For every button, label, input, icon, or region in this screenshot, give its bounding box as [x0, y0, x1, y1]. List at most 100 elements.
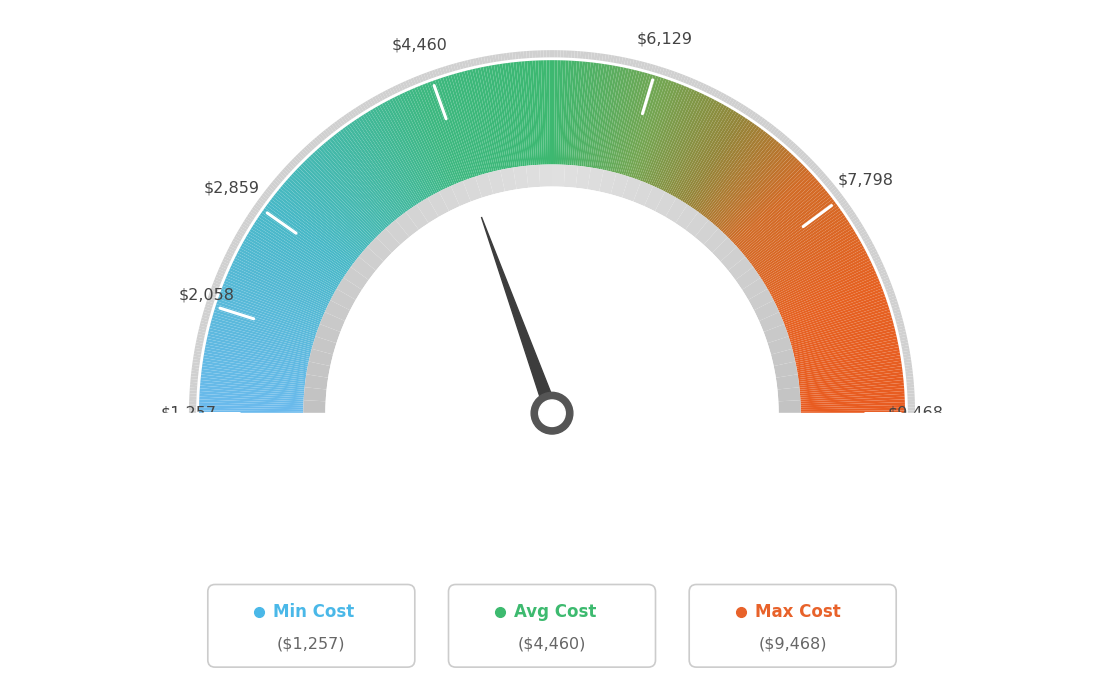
Wedge shape	[861, 233, 869, 239]
Wedge shape	[562, 61, 569, 165]
Wedge shape	[552, 50, 555, 57]
Wedge shape	[200, 391, 304, 400]
Wedge shape	[598, 66, 620, 169]
Wedge shape	[414, 87, 457, 184]
Wedge shape	[848, 212, 856, 218]
Wedge shape	[638, 61, 643, 68]
Wedge shape	[302, 161, 378, 237]
Wedge shape	[235, 255, 329, 304]
Wedge shape	[278, 188, 360, 256]
Wedge shape	[194, 351, 201, 355]
Wedge shape	[199, 405, 304, 409]
Wedge shape	[350, 110, 357, 117]
Wedge shape	[753, 206, 839, 268]
Wedge shape	[340, 129, 404, 215]
Wedge shape	[489, 66, 509, 168]
Wedge shape	[543, 60, 548, 164]
Wedge shape	[728, 164, 804, 239]
Wedge shape	[709, 139, 777, 221]
Wedge shape	[358, 105, 363, 112]
Wedge shape	[731, 99, 736, 107]
Wedge shape	[200, 380, 305, 392]
Wedge shape	[295, 170, 372, 243]
Wedge shape	[647, 87, 690, 184]
Wedge shape	[456, 72, 487, 174]
Wedge shape	[741, 105, 746, 112]
Wedge shape	[591, 52, 595, 60]
Wedge shape	[368, 99, 373, 107]
Wedge shape	[352, 108, 359, 116]
Wedge shape	[400, 94, 446, 189]
Wedge shape	[473, 69, 498, 171]
Wedge shape	[316, 324, 340, 343]
Wedge shape	[635, 60, 639, 68]
Wedge shape	[758, 217, 847, 277]
Wedge shape	[799, 152, 807, 159]
Wedge shape	[437, 79, 474, 178]
Wedge shape	[484, 56, 488, 63]
Wedge shape	[262, 193, 269, 199]
Wedge shape	[282, 169, 289, 176]
Wedge shape	[622, 57, 626, 65]
Wedge shape	[595, 66, 615, 168]
Wedge shape	[465, 60, 469, 68]
Wedge shape	[667, 100, 718, 193]
Wedge shape	[443, 66, 447, 74]
Wedge shape	[198, 334, 204, 338]
Wedge shape	[655, 92, 700, 187]
Wedge shape	[535, 50, 538, 58]
Wedge shape	[778, 133, 786, 141]
Wedge shape	[718, 150, 789, 229]
Wedge shape	[222, 259, 230, 264]
Wedge shape	[464, 70, 492, 172]
Text: ($1,257): ($1,257)	[277, 636, 346, 651]
Wedge shape	[199, 411, 304, 413]
Wedge shape	[840, 200, 848, 206]
Wedge shape	[372, 108, 427, 199]
Wedge shape	[737, 177, 817, 248]
Wedge shape	[736, 176, 815, 247]
Wedge shape	[489, 55, 493, 63]
Wedge shape	[888, 293, 895, 298]
Wedge shape	[863, 238, 871, 244]
Wedge shape	[225, 278, 322, 320]
Wedge shape	[721, 94, 726, 101]
Wedge shape	[190, 391, 197, 393]
Wedge shape	[678, 74, 683, 81]
Wedge shape	[713, 90, 720, 97]
Wedge shape	[707, 86, 712, 94]
Text: $6,129: $6,129	[637, 31, 693, 46]
Wedge shape	[790, 315, 892, 346]
Wedge shape	[448, 65, 453, 72]
Wedge shape	[370, 109, 425, 200]
Wedge shape	[200, 388, 304, 397]
Wedge shape	[189, 402, 197, 405]
Wedge shape	[355, 107, 361, 115]
Wedge shape	[304, 146, 310, 154]
Wedge shape	[365, 112, 422, 202]
Wedge shape	[794, 333, 896, 359]
Wedge shape	[308, 156, 382, 233]
Wedge shape	[267, 186, 274, 193]
Wedge shape	[611, 55, 615, 63]
Wedge shape	[291, 159, 298, 166]
Wedge shape	[798, 364, 902, 380]
Wedge shape	[439, 67, 445, 75]
Wedge shape	[788, 302, 888, 336]
Text: $7,798: $7,798	[838, 172, 894, 188]
Wedge shape	[611, 70, 637, 172]
Wedge shape	[700, 129, 764, 215]
Wedge shape	[887, 290, 894, 295]
Wedge shape	[227, 248, 235, 254]
Wedge shape	[785, 139, 792, 146]
Wedge shape	[741, 184, 822, 253]
Wedge shape	[733, 172, 811, 244]
Wedge shape	[265, 188, 273, 195]
Wedge shape	[210, 323, 311, 351]
Wedge shape	[362, 102, 369, 110]
Wedge shape	[493, 65, 513, 168]
Wedge shape	[516, 61, 529, 166]
Wedge shape	[403, 81, 408, 89]
Wedge shape	[858, 228, 866, 235]
Wedge shape	[224, 281, 321, 322]
